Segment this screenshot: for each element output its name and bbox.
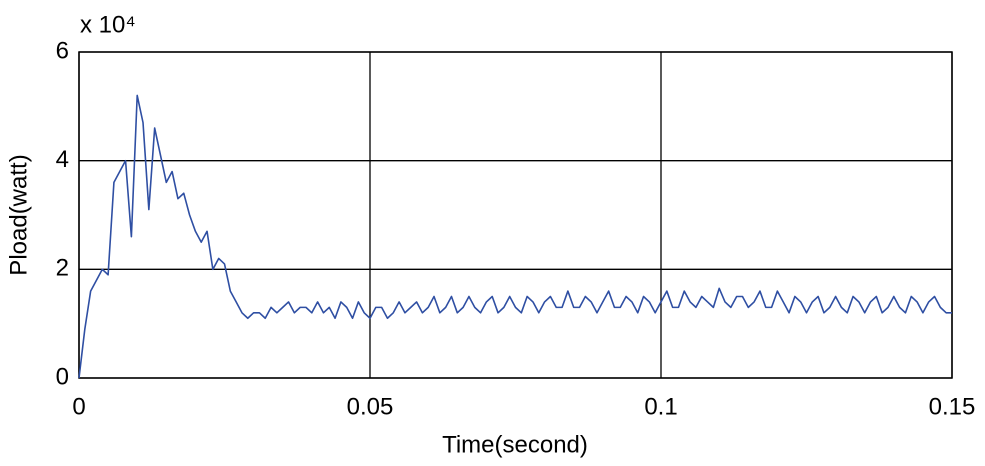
y-tick-label: 6 (56, 37, 69, 64)
y-tick-label: 4 (56, 146, 69, 173)
x-axis-label: Time(second) (442, 431, 588, 458)
y-multiplier: x 10⁴ (80, 11, 136, 38)
data-line (78, 94, 952, 379)
plot-frame (78, 51, 953, 379)
y-tick-label: 2 (56, 255, 69, 282)
y-axis-label: Pload(watt) (5, 154, 32, 275)
y-tick-label: 0 (56, 363, 69, 390)
x-tick-label: 0.1 (644, 393, 677, 420)
x-tick-label: 0 (72, 393, 85, 420)
x-tick-label: 0.15 (929, 393, 976, 420)
x-tick-label: 0.05 (347, 393, 394, 420)
